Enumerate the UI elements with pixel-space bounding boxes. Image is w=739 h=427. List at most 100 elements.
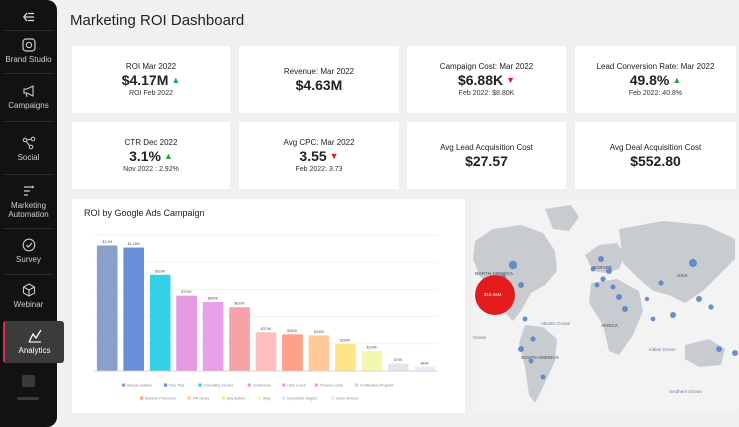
social-share-icon xyxy=(22,136,35,150)
kpi-value-row: $27.57 xyxy=(465,153,508,170)
kpi-card: Avg CPC: Mar 2022 3.55 ▼ Feb 2022: 3.73 xyxy=(239,122,399,189)
bar[interactable] xyxy=(308,335,330,371)
sidebar-item-label: Webinar xyxy=(13,300,44,309)
sidebar-divider xyxy=(4,121,53,122)
kpi-value: 3.55 xyxy=(299,147,327,164)
sidebar: Brand Studio Campaigns Social Marketing … xyxy=(0,0,64,427)
chart-title: ROI by Google Ads Campaign xyxy=(84,208,205,218)
sidebar-item-label: Campaigns xyxy=(8,101,49,110)
bar[interactable] xyxy=(96,245,118,371)
more-apps-icon[interactable] xyxy=(22,375,35,387)
sidebar-item-marketing-automation[interactable]: Marketing Automation xyxy=(0,184,57,219)
legend-label: Conference xyxy=(253,384,272,388)
legend-swatch xyxy=(282,383,286,387)
sidebar-item-survey[interactable]: Survey xyxy=(0,238,57,264)
sidebar-item-webinar[interactable]: Webinar xyxy=(0,283,57,309)
legend-swatch xyxy=(331,396,335,400)
page-title: Marketing ROI Dashboard xyxy=(70,12,245,29)
kpi-value: $6.88K xyxy=(457,71,504,88)
sidebar-item-campaigns[interactable]: Campaigns xyxy=(0,84,57,110)
bar[interactable] xyxy=(123,247,145,371)
bar-value-label: $720K xyxy=(181,290,192,294)
kpi-label: Avg Lead Acquisition Cost xyxy=(440,142,533,152)
kpi-card: Avg Deal Acquisition Cost $552.80 xyxy=(575,122,736,189)
legend-label: Consulting Service xyxy=(203,384,233,388)
legend-swatch xyxy=(247,383,251,387)
legend-label: Free Trial xyxy=(169,384,184,388)
bar-value-label: $660K xyxy=(208,296,219,300)
kpi-compare: ROI Feb 2022 xyxy=(129,89,173,97)
bar[interactable] xyxy=(335,343,356,371)
kpi-value-row: $4.63M xyxy=(296,77,343,94)
world-map xyxy=(473,205,738,403)
bar-value-label: $40K xyxy=(421,361,430,365)
legend-swatch xyxy=(281,396,285,400)
kpi-value-row: 3.1% ▲ xyxy=(129,148,173,165)
automation-icon xyxy=(23,185,34,196)
megaphone-icon xyxy=(22,85,34,98)
collapse-menu-button[interactable] xyxy=(0,6,57,28)
europe-shape xyxy=(585,243,625,273)
legend-swatch xyxy=(140,396,144,400)
kpi-card: Revenue: Mar 2022 $4.63M xyxy=(239,46,399,113)
sidebar-item-social[interactable]: Social xyxy=(0,136,57,162)
roi-chart-panel: ROI by Google Ads Campaign $1.2M $1.18M $9… xyxy=(72,199,465,413)
greenland-shape xyxy=(545,205,579,231)
kpi-value: $4.17M xyxy=(121,71,169,88)
legend-swatch xyxy=(314,383,319,387)
legend-label: Webinar Promotion xyxy=(145,397,176,401)
legend-swatch xyxy=(258,396,262,400)
kpi-value-row: 3.55 ▼ xyxy=(299,148,338,165)
legend-label: Finance Lunch xyxy=(320,384,344,388)
kpi-label: CTR Dec 2022 xyxy=(124,137,178,147)
sidebar-item-analytics[interactable]: Analytics xyxy=(3,321,64,363)
brand-studio-icon xyxy=(21,38,36,52)
legend-swatch xyxy=(354,383,359,387)
bar-value-label: $340K xyxy=(314,330,325,334)
kpi-value: 49.8% xyxy=(629,71,670,88)
bar[interactable] xyxy=(229,307,250,371)
legend-label: Sample Gallery xyxy=(127,384,152,388)
sidebar-item-label: Brand Studio xyxy=(5,55,52,64)
kpi-card: Avg Lead Acquisition Cost $27.57 xyxy=(407,122,566,189)
bar[interactable] xyxy=(414,366,436,371)
bar-value-label: $70K xyxy=(394,358,403,362)
bar-value-label: $190K xyxy=(367,346,378,350)
bar[interactable] xyxy=(387,363,409,371)
survey-check-icon xyxy=(22,238,35,252)
legend-swatch xyxy=(198,383,202,387)
bar-value-label: $610K xyxy=(234,302,245,306)
kpi-value: $27.57 xyxy=(465,152,508,169)
bar[interactable] xyxy=(255,332,277,371)
kpi-compare: Feb 2022: 3.73 xyxy=(295,165,343,173)
bar-value-label: $370K xyxy=(261,327,272,331)
bar[interactable] xyxy=(361,351,383,371)
highlight-bubble-label: $16.56M xyxy=(484,292,502,297)
bar[interactable] xyxy=(202,301,224,371)
bar[interactable] xyxy=(282,334,303,371)
kpi-value: 3.1% xyxy=(129,147,161,164)
bar[interactable] xyxy=(176,295,197,371)
sidebar-item-brand-studio[interactable]: Brand Studio xyxy=(0,38,57,64)
kpi-label: Avg Deal Acquisition Cost xyxy=(609,142,702,152)
kpi-compare: Feb 2022: 40.8% xyxy=(628,89,683,97)
kpi-compare: Nov 2022 : 2.92% xyxy=(123,165,179,173)
sidebar-divider xyxy=(4,30,53,31)
bar-value-label: $1.2M xyxy=(102,240,112,244)
kpi-card: ROI Mar 2022 $4.17M ▲ ROI Feb 2022 xyxy=(72,46,230,113)
continent-label: SOUTH AMERICA xyxy=(521,355,559,360)
sidebar-item-label: Survey xyxy=(16,255,41,264)
continent-label: AFRICA xyxy=(601,323,618,328)
legend-swatch xyxy=(221,396,226,400)
kpi-card: CTR Dec 2022 3.1% ▲ Nov 2022 : 2.92% xyxy=(72,122,230,189)
sidebar-divider xyxy=(4,228,53,229)
kpi-label: Campaign Cost: Mar 2022 xyxy=(439,61,534,71)
bar[interactable] xyxy=(149,274,171,371)
world-map-panel: $16.56M NORTH AMERICA EUROPE ASIA AFRICA… xyxy=(473,199,738,413)
legend-label: Bay Builder xyxy=(227,397,246,401)
webinar-cube-icon xyxy=(22,283,35,297)
continent-label: EUROPE xyxy=(593,265,613,270)
trend-down-icon: ▼ xyxy=(506,74,516,85)
ocean-label: Indian Ocean xyxy=(649,347,676,352)
sidebar-divider xyxy=(4,73,53,74)
